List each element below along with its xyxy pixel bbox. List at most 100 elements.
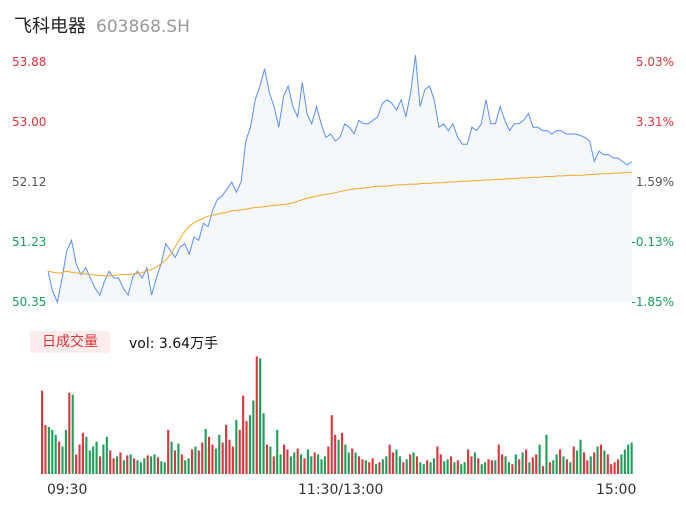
price-area-fill: [48, 55, 632, 303]
volume-bar: [538, 444, 541, 474]
volume-bar: [252, 400, 255, 474]
y-right-tick: 1.59%: [635, 175, 674, 189]
volume-bar: [487, 459, 490, 474]
volume-bar: [167, 429, 170, 474]
volume-bar: [586, 460, 589, 474]
volume-bar: [317, 454, 320, 474]
volume-bar: [150, 456, 153, 474]
volume-bar: [289, 456, 292, 474]
volume-bar: [599, 444, 603, 474]
stock-title: 飞科电器 603868.SH: [14, 12, 190, 38]
volume-bar: [596, 446, 599, 474]
volume-bar: [81, 432, 85, 474]
volume-bar: [436, 446, 439, 474]
volume-bar: [136, 460, 139, 474]
volume-bar: [170, 441, 173, 474]
volume-bar: [293, 452, 296, 474]
volume-bar: [344, 444, 347, 474]
volume-bar: [173, 450, 177, 474]
volume-bar: [54, 434, 57, 474]
volume-bar: [446, 459, 449, 474]
volume-bar: [511, 464, 514, 474]
volume-bar: [484, 462, 487, 474]
volume-bar: [467, 449, 470, 474]
volume-bar: [606, 454, 609, 474]
volume-bar: [627, 444, 630, 474]
volume-bar: [398, 456, 401, 474]
x-tick-close: 15:00: [596, 482, 637, 498]
volume-bar: [75, 454, 78, 474]
volume-bar: [320, 459, 323, 474]
volume-bar: [610, 464, 613, 474]
volume-bar: [41, 390, 44, 474]
volume-bar: [231, 446, 234, 474]
y-right-tick: 3.31%: [635, 115, 674, 129]
volume-bar: [347, 452, 350, 474]
volume-bar: [419, 462, 422, 474]
volume-bar: [184, 460, 187, 474]
volume-bar: [490, 460, 493, 474]
daily-volume-badge[interactable]: 日成交量: [30, 331, 110, 353]
y-right-tick: -0.13%: [631, 235, 674, 249]
volume-bar: [272, 456, 275, 474]
volume-bar: [623, 449, 626, 474]
volume-bar: [456, 460, 459, 474]
volume-bar: [616, 459, 620, 474]
volume-bar: [497, 444, 500, 474]
volume-bar: [518, 459, 521, 474]
volume-bar: [368, 462, 371, 474]
volume-bar: [453, 462, 456, 474]
volume-bar: [276, 429, 279, 474]
volume-bar: [374, 464, 378, 474]
volume-bar: [143, 458, 146, 474]
volume-bar: [139, 462, 142, 474]
volume-bar: [613, 462, 616, 474]
volume-bar: [180, 454, 183, 474]
volume-bar: [126, 455, 129, 474]
volume-bar: [541, 466, 545, 474]
volume-bar: [470, 456, 473, 474]
volume-bar: [190, 449, 194, 474]
volume-bar: [259, 358, 262, 474]
volume-bar: [313, 452, 316, 474]
volume-bar: [340, 432, 344, 474]
volume-bar: [146, 455, 149, 474]
volume-bar: [562, 456, 565, 474]
volume-bar: [129, 454, 132, 474]
volume-bar: [351, 448, 354, 474]
volume-bar: [528, 462, 531, 474]
volume-bar: [303, 458, 306, 474]
volume-bar: [460, 464, 463, 474]
volume-bar: [565, 459, 568, 474]
volume-bar: [630, 442, 633, 474]
volume-bar: [153, 454, 156, 474]
volume-bar: [279, 454, 282, 474]
volume-bar: [385, 456, 388, 474]
volume-bar: [432, 458, 436, 474]
volume-bar: [412, 452, 415, 474]
volume-bar: [589, 456, 592, 474]
average-price-line: [47, 171, 632, 277]
volume-bar: [228, 439, 231, 474]
volume-bar: [269, 446, 272, 474]
volume-bar: [593, 452, 596, 474]
volume-bar: [569, 462, 572, 474]
volume-bar: [439, 454, 442, 474]
volume-bar: [395, 449, 398, 474]
volume-bar: [330, 415, 333, 474]
volume-bar: [44, 425, 47, 474]
volume-bar: [177, 443, 180, 474]
volume-bar: [201, 442, 204, 474]
volume-bar: [238, 429, 241, 474]
volume-bar: [163, 462, 166, 474]
volume-bar: [415, 456, 418, 474]
volume-bar: [620, 454, 623, 474]
volume-bar: [105, 436, 108, 474]
volume-bar: [477, 458, 480, 474]
volume-bar: [514, 454, 517, 474]
volume-bar: [286, 449, 289, 474]
volume-bar: [521, 452, 524, 474]
volume-bar: [559, 449, 562, 474]
volume-bar: [225, 425, 228, 474]
volume-bar: [524, 449, 528, 474]
